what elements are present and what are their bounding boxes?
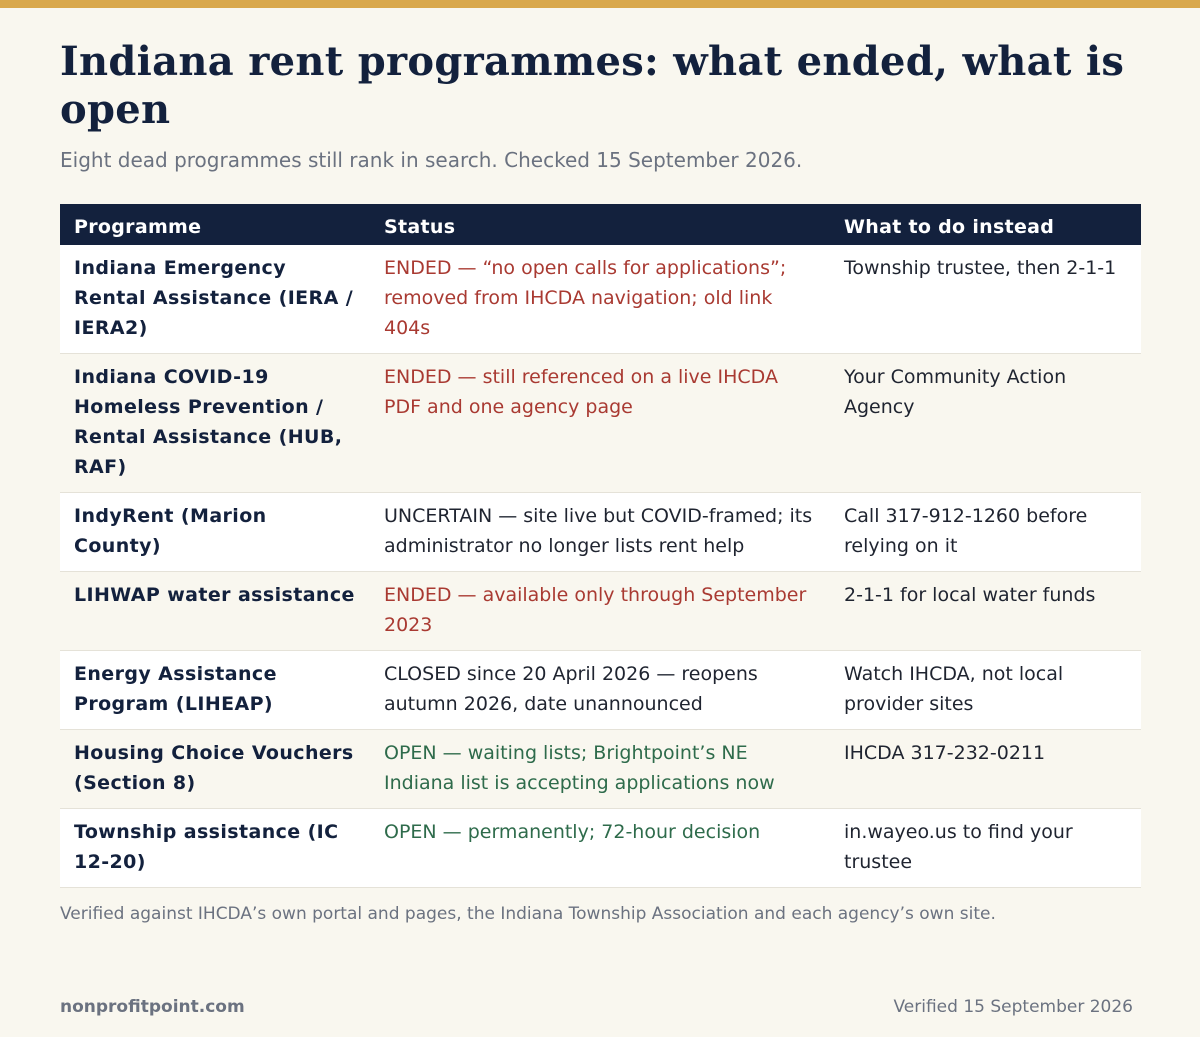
table-row: Energy Assistance Program (LIHEAP) CLOSE… [60,650,1141,730]
programme-cell: Township assistance (IC 12-20) [60,808,370,888]
column-header-programme: Programme [60,204,370,245]
status-cell: CLOSED since 20 April 2026 — reopens aut… [370,650,830,730]
status-cell: ENDED — “no open calls for applications”… [370,245,830,354]
programmes-table: Programme Status What to do instead Indi… [60,204,1141,888]
verification-note: Verified against IHCDA’s own portal and … [60,904,996,924]
instead-cell: Call 317-912-1260 before relying on it [830,492,1141,572]
main-content: Indiana rent programmes: what ended, wha… [60,38,1141,926]
instead-cell: Your Community Action Agency [830,353,1141,493]
table-header-row: Programme Status What to do instead [60,204,1141,245]
table-row: IndyRent (Marion County) UNCERTAIN — sit… [60,492,1141,572]
table-row: Indiana Emergency Rental Assistance (IER… [60,245,1141,354]
programme-cell: Indiana Emergency Rental Assistance (IER… [60,245,370,354]
verified-date: Verified 15 September 2026 [893,997,1133,1017]
table-row: Indiana COVID-19 Homeless Prevention / R… [60,353,1141,493]
status-cell: OPEN — permanently; 72-hour decision [370,808,830,888]
status-cell: ENDED — still referenced on a live IHCDA… [370,353,830,493]
table-row: Township assistance (IC 12-20) OPEN — pe… [60,808,1141,888]
programme-cell: Energy Assistance Program (LIHEAP) [60,650,370,730]
column-header-status: Status [370,204,830,245]
status-cell: ENDED — available only through September… [370,571,830,651]
instead-cell: in.wayeo.us to find your trustee [830,808,1141,888]
programme-cell: Indiana COVID-19 Homeless Prevention / R… [60,353,370,493]
instead-cell: Watch IHCDA, not local provider sites [830,650,1141,730]
programme-cell: LIHWAP water assistance [60,571,370,651]
page-title: Indiana rent programmes: what ended, wha… [60,38,1125,133]
instead-cell: Township trustee, then 2-1-1 [830,245,1141,354]
column-header-instead: What to do instead [830,204,1141,245]
site-brand: nonprofitpoint.com [60,997,245,1017]
table-row: Housing Choice Vouchers (Section 8) OPEN… [60,729,1141,809]
instead-cell: 2-1-1 for local water funds [830,571,1141,651]
accent-bar [0,0,1200,8]
programme-cell: Housing Choice Vouchers (Section 8) [60,729,370,809]
instead-cell: IHCDA 317-232-0211 [830,729,1141,809]
page-subtitle: Eight dead programmes still rank in sear… [60,148,803,172]
status-cell: OPEN — waiting lists; Brightpoint’s NE I… [370,729,830,809]
programme-cell: IndyRent (Marion County) [60,492,370,572]
status-cell: UNCERTAIN — site live but COVID-framed; … [370,492,830,572]
table-row: LIHWAP water assistance ENDED — availabl… [60,571,1141,651]
